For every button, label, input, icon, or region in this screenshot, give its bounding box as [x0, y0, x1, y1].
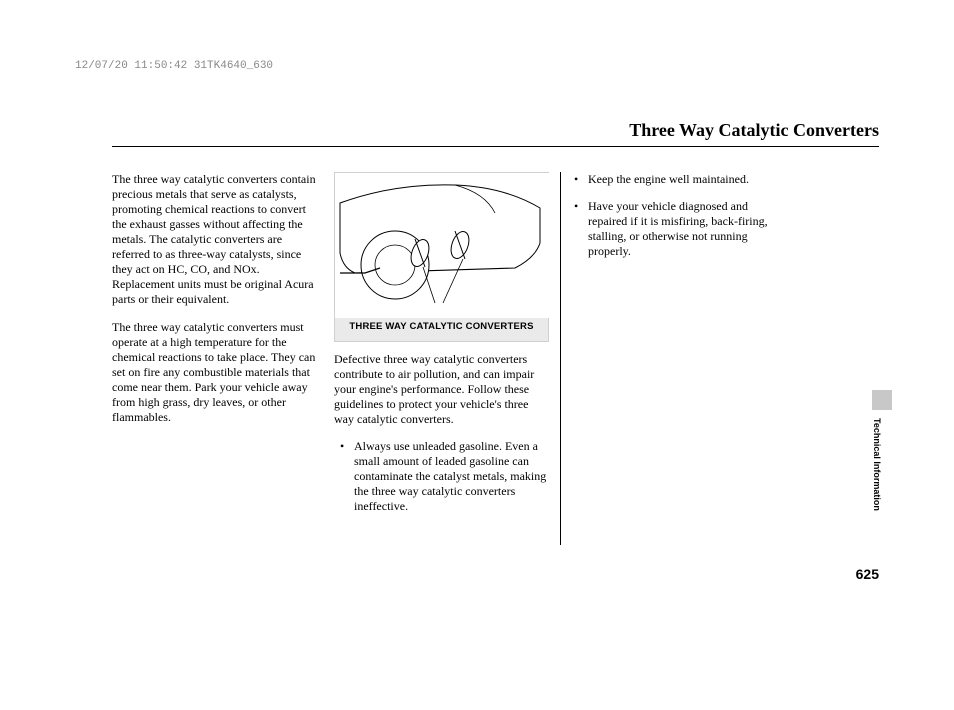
section-tab-label: Technical Information	[872, 418, 882, 511]
column-divider	[560, 172, 561, 545]
column-3: Keep the engine well maintained. Have yo…	[572, 172, 782, 271]
col1-para-2: The three way catalytic converters must …	[112, 320, 317, 425]
column-1: The three way catalytic converters conta…	[112, 172, 317, 425]
page-number: 625	[856, 566, 879, 582]
title-rule	[112, 146, 879, 147]
page: 12/07/20 11:50:42 31TK4640_630 Three Way…	[0, 0, 954, 710]
col2-bullet-1: Always use unleaded gasoline. Even a sma…	[348, 439, 549, 514]
column-2: THREE WAY CATALYTIC CONVERTERS Defective…	[334, 172, 549, 514]
figure-catalytic-converters: THREE WAY CATALYTIC CONVERTERS	[334, 172, 549, 342]
page-title: Three Way Catalytic Converters	[629, 120, 879, 141]
col3-bullet-1: Keep the engine well maintained.	[582, 172, 782, 187]
section-tab-marker	[872, 390, 892, 410]
header-stamp: 12/07/20 11:50:42 31TK4640_630	[75, 60, 273, 72]
car-underside-illustration	[335, 173, 550, 318]
col2-intro: Defective three way catalytic converters…	[334, 352, 549, 427]
figure-caption: THREE WAY CATALYTIC CONVERTERS	[335, 321, 548, 333]
col2-body: Defective three way catalytic converters…	[334, 352, 549, 514]
col1-para-1: The three way catalytic converters conta…	[112, 172, 317, 307]
col3-bullet-2: Have your vehicle diagnosed and repaired…	[582, 199, 782, 259]
section-tab: Technical Information	[872, 390, 892, 560]
